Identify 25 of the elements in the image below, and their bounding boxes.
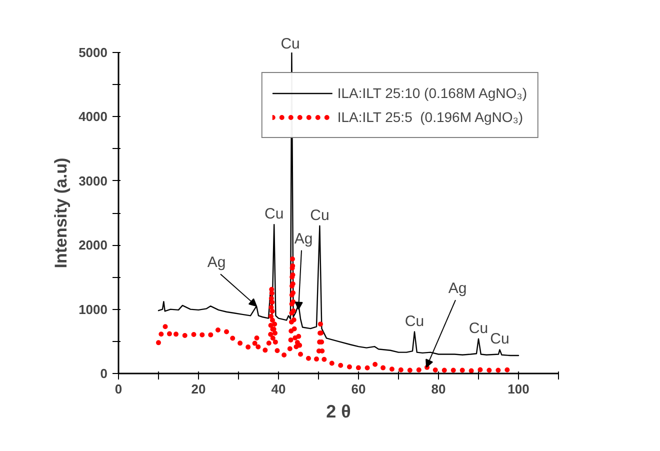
y-axis-title: Intensity (a.u) <box>52 158 71 268</box>
y-tick-label: 4000 <box>78 109 108 124</box>
x-axis-title: 2 θ <box>326 402 351 422</box>
annotation: Cu <box>310 206 330 224</box>
annotation: Cu <box>264 206 284 223</box>
x-tick-label: 20 <box>191 382 206 396</box>
annotation: Ag <box>448 280 467 298</box>
annotation: Cu <box>404 312 424 330</box>
annotation: Ag <box>207 254 226 272</box>
y-tick-label: 5000 <box>78 45 108 60</box>
y-tick-label: 0 <box>100 366 108 381</box>
x-tick-label: 40 <box>271 382 286 396</box>
annotation: Cu <box>280 36 300 52</box>
x-tick-label: 100 <box>508 382 530 396</box>
x-tick-label: 80 <box>431 382 446 396</box>
annotation: Cu <box>468 320 488 337</box>
y-tick-label: 1000 <box>78 302 108 317</box>
x-tick-label: 60 <box>351 382 366 396</box>
y-tick-label: 2000 <box>78 238 108 253</box>
annotation: Cu <box>490 330 510 348</box>
y-tick-label: 3000 <box>78 173 108 188</box>
legend-label: ILA:ILT 25:5 (0.196M AgNO₃) <box>337 109 524 125</box>
legend-label: ILA:ILT 25:10 (0.168M AgNO₃) <box>337 85 527 101</box>
annotation: Ag <box>294 230 313 248</box>
x-tick-label: 0 <box>114 382 122 396</box>
